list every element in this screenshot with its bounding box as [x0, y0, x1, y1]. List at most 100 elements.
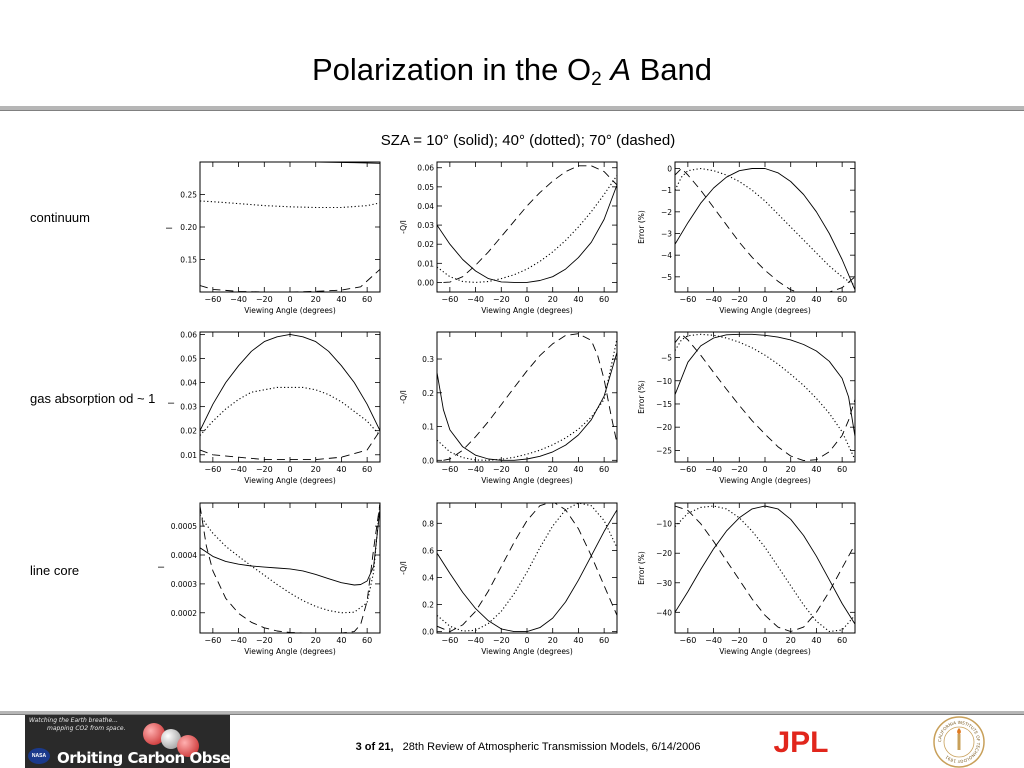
y-tick-label: 0.1 — [422, 423, 434, 432]
x-tick-label: −40 — [230, 295, 247, 304]
footer-text: 3 of 21, 28th Review of Atmospheric Tran… — [0, 741, 1024, 753]
x-tick-label: 60 — [362, 295, 372, 304]
x-tick-label: 20 — [548, 636, 558, 645]
x-tick-label: 0 — [287, 465, 292, 474]
series-line-dotted — [200, 200, 380, 209]
x-axis-label: Viewing Angle (degrees) — [481, 306, 573, 315]
y-tick-label: 0 — [667, 165, 672, 174]
y-tick-label: 0.05 — [417, 183, 434, 192]
x-axis-label: Viewing Angle (degrees) — [481, 647, 573, 656]
x-tick-label: 0 — [287, 295, 292, 304]
x-tick-label: −60 — [204, 636, 221, 645]
x-tick-label: −60 — [679, 636, 696, 645]
series-line-solid — [200, 333, 380, 431]
oco-tagline-1: Watching the Earth breathe... — [29, 717, 118, 724]
y-tick-label: −25 — [656, 446, 672, 455]
x-axis-label: Viewing Angle (degrees) — [244, 476, 336, 485]
y-tick-label: 0.0003 — [171, 580, 197, 589]
x-tick-label: −60 — [204, 295, 221, 304]
y-tick-label: 0.3 — [422, 355, 434, 364]
plot-frame — [674, 161, 856, 293]
title-main: Polarization in the O — [311, 52, 592, 87]
series-line-solid — [437, 509, 617, 633]
top-divider — [0, 106, 1024, 111]
subplot-9: −60 −40 −20 0 20 40 60 −10 −20 −30 −40 Viewing Angl… — [637, 502, 856, 656]
y-axis-label: -Q/I — [399, 390, 408, 404]
series-line-dotted — [437, 338, 617, 461]
row-label-continuum: continuum — [30, 210, 90, 225]
y-tick-label: 0.2 — [422, 389, 434, 398]
title-end: Band — [639, 52, 713, 87]
x-tick-label: −60 — [679, 295, 696, 304]
plot-frame — [436, 502, 618, 634]
y-axis-label: Error (%) — [637, 380, 646, 414]
x-tick-label: −40 — [467, 465, 484, 474]
page-number: 3 — [355, 741, 362, 753]
y-tick-label: 0.2 — [422, 601, 434, 610]
y-tick-label: −15 — [656, 400, 672, 409]
subplot-7: −60 −40 −20 0 20 40 60 0.0002 0.0003 0.0004 0.0005… — [171, 502, 381, 656]
x-tick-label: −60 — [441, 636, 458, 645]
x-tick-label: 20 — [786, 465, 796, 474]
series-line-dashed — [200, 430, 380, 461]
carbon-atom-icon — [161, 729, 181, 749]
subplot-3: −60 −40 −20 0 20 40 60 0 −1 −2 −3 −4 −5 Viewing Angle… — [637, 161, 856, 315]
y-tick-label: 0.06 — [180, 330, 197, 339]
y-tick-label: 0.0002 — [171, 609, 197, 618]
subplot-2: −60 −40 −20 0 20 40 60 0.00 0.01 0.02 0.03 0.04 0.05… — [399, 161, 618, 315]
series-line-dotted — [675, 333, 855, 460]
series-line-solid — [675, 505, 855, 625]
x-tick-label: −20 — [731, 295, 748, 304]
series-line-dashed — [437, 503, 617, 633]
y-tick-label: −20 — [656, 549, 672, 558]
y-axis-label: Error (%) — [637, 551, 646, 585]
x-tick-label: 0 — [762, 465, 767, 474]
y-tick-label: 0.0 — [422, 628, 434, 637]
x-tick-label: −20 — [256, 295, 273, 304]
title-italic: A — [610, 52, 631, 87]
series-line-solid — [437, 184, 617, 283]
y-tick-label: 0.05 — [180, 354, 197, 363]
plot-frame — [436, 161, 618, 293]
series-line-dotted — [437, 175, 617, 283]
oco-tagline-2: mapping CO2 from space. — [47, 725, 126, 732]
series-line-dashed — [443, 333, 617, 461]
x-tick-label: −40 — [467, 295, 484, 304]
row-tick-mark: – — [168, 397, 175, 409]
subplot-5: −60 −40 −20 0 20 40 60 0.0 0.1 0.2 0.3 Viewing Angl… — [399, 331, 618, 485]
y-tick-label: 0.15 — [180, 256, 197, 265]
x-tick-label: 60 — [599, 636, 609, 645]
x-tick-label: 60 — [362, 465, 372, 474]
x-tick-label: 60 — [837, 465, 847, 474]
x-tick-label: 60 — [599, 295, 609, 304]
series-line-solid — [200, 508, 380, 586]
series-line-dotted — [675, 505, 855, 633]
y-tick-label: 0.0 — [422, 456, 434, 465]
y-tick-label: −3 — [661, 230, 672, 239]
x-tick-label: 0 — [762, 295, 767, 304]
x-tick-label: −40 — [230, 465, 247, 474]
y-tick-label: −20 — [656, 423, 672, 432]
x-axis-label: Viewing Angle (degrees) — [244, 647, 336, 656]
y-axis-label: -Q/I — [399, 561, 408, 575]
x-tick-label: 40 — [811, 295, 821, 304]
x-tick-label: −40 — [705, 295, 722, 304]
x-tick-label: 60 — [599, 465, 609, 474]
oco-tagline: Watching the Earth breathe... mapping CO2… — [29, 717, 125, 733]
x-tick-label: 0 — [524, 295, 529, 304]
x-tick-label: 60 — [362, 636, 372, 645]
plot-frame — [199, 331, 381, 463]
oxygen-atom-icon — [143, 723, 165, 745]
x-tick-label: −60 — [441, 295, 458, 304]
x-tick-label: 20 — [548, 295, 558, 304]
y-tick-label: 0.04 — [417, 202, 434, 211]
x-tick-label: −60 — [441, 465, 458, 474]
chart-subtitle: SZA = 10° (solid); 40° (dotted); 70° (da… — [380, 132, 676, 149]
series-line-solid — [675, 168, 855, 290]
x-tick-label: 0 — [762, 636, 767, 645]
y-tick-label: 0.00 — [417, 278, 434, 287]
y-axis-label: Error (%) — [637, 210, 646, 244]
y-tick-label: 0.01 — [417, 259, 434, 268]
nasa-logo: NASA — [28, 748, 50, 764]
x-tick-label: 0 — [524, 636, 529, 645]
